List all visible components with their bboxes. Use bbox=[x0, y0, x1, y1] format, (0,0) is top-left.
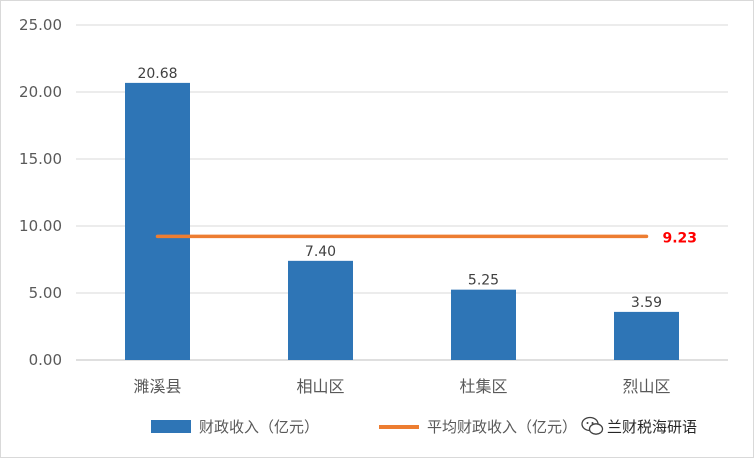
watermark: 兰财税海研语 bbox=[575, 411, 731, 439]
bar bbox=[614, 311, 679, 360]
legend: 财政收入（亿元） 平均财政收入（亿元） bbox=[151, 418, 577, 436]
y-axis-ticks: 0.00 5.00 10.00 15.00 20.00 25.00 bbox=[19, 16, 62, 369]
watermark-text: 兰财税海研语 bbox=[607, 418, 697, 436]
category-label: 烈山区 bbox=[622, 377, 670, 396]
x-axis-categories: 濉溪县 相山区 杜集区 烈山区 bbox=[133, 377, 670, 396]
y-tick-label: 15.00 bbox=[19, 150, 62, 168]
legend-bar-label: 财政收入（亿元） bbox=[199, 418, 319, 436]
average-line-group: 9.23 bbox=[155, 230, 698, 246]
data-labels: 20.68 7.40 5.25 3.59 bbox=[137, 66, 662, 311]
y-tick-label: 25.00 bbox=[19, 16, 62, 34]
data-label: 3.59 bbox=[631, 295, 662, 311]
y-tick-label: 10.00 bbox=[19, 217, 62, 235]
category-label: 濉溪县 bbox=[133, 377, 181, 396]
average-label: 9.23 bbox=[663, 230, 698, 246]
data-label: 7.40 bbox=[305, 244, 336, 260]
legend-line-label: 平均财政收入（亿元） bbox=[427, 418, 577, 436]
y-tick-label: 0.00 bbox=[29, 351, 62, 369]
legend-bar-swatch bbox=[151, 420, 191, 433]
category-label: 相山区 bbox=[296, 377, 344, 396]
y-tick-label: 20.00 bbox=[19, 83, 62, 101]
y-tick-label: 5.00 bbox=[29, 284, 62, 302]
wechat-icon bbox=[581, 416, 604, 435]
category-label: 杜集区 bbox=[459, 377, 507, 396]
data-label: 5.25 bbox=[468, 273, 499, 289]
bar bbox=[288, 260, 353, 360]
bars bbox=[125, 82, 679, 360]
bar bbox=[125, 82, 190, 360]
data-label: 20.68 bbox=[137, 66, 177, 82]
bar bbox=[451, 289, 516, 360]
